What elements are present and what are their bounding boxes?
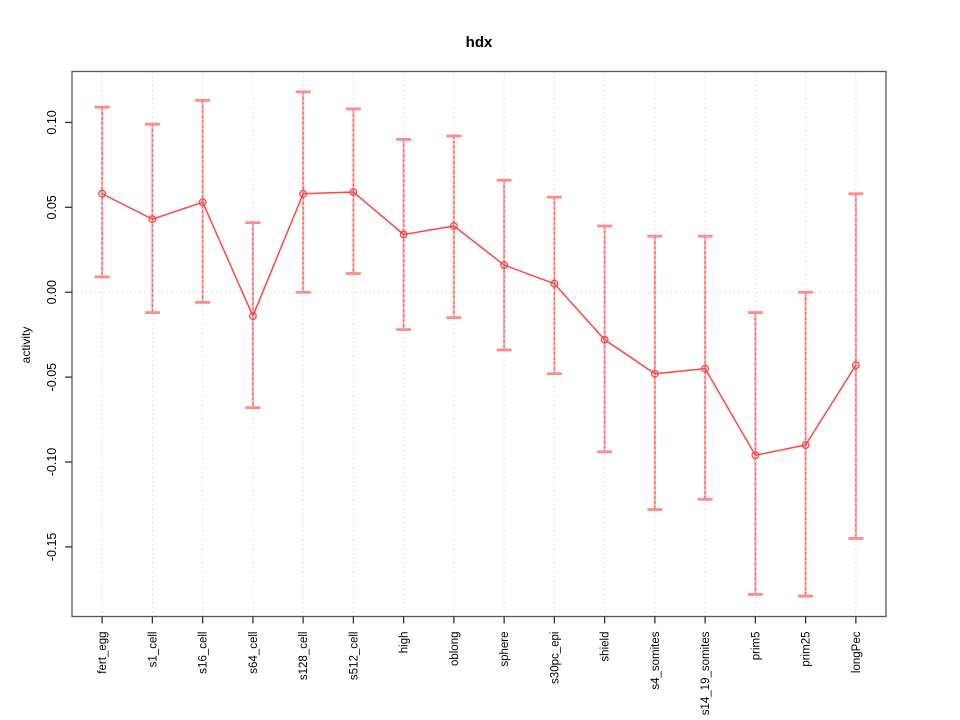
data-point bbox=[751, 451, 760, 460]
data-point bbox=[399, 230, 408, 239]
x-tick-label: s30pc_epi bbox=[549, 632, 561, 684]
data-point bbox=[801, 441, 810, 449]
data-point bbox=[299, 189, 308, 198]
x-tick-label: prim25 bbox=[801, 632, 813, 667]
x-tick-label: s128_cell bbox=[298, 632, 310, 681]
x-tick-label: s1_cell bbox=[147, 632, 159, 668]
data-point bbox=[500, 261, 509, 270]
x-tick-label: prim5 bbox=[750, 632, 762, 661]
chart-title: hdx bbox=[465, 34, 493, 51]
y-tick-label: -0.15 bbox=[45, 533, 59, 562]
x-tick-label: sphere bbox=[499, 632, 511, 667]
x-tick-label: fert_egg bbox=[97, 632, 109, 674]
y-tick-label: 0.00 bbox=[45, 280, 59, 304]
x-tick-label: s4_somites bbox=[650, 631, 662, 689]
x-tick-label: oblong bbox=[449, 632, 461, 667]
x-tick-label: longPec bbox=[851, 631, 863, 673]
y-tick-label: -0.10 bbox=[45, 448, 59, 477]
y-axis-label: activity bbox=[19, 326, 33, 364]
x-tick-label: shield bbox=[600, 632, 612, 662]
series-line bbox=[101, 191, 857, 456]
data-point bbox=[198, 198, 207, 207]
y-tick-label: -0.05 bbox=[45, 363, 59, 392]
plot-border bbox=[71, 70, 887, 618]
data-point bbox=[98, 189, 107, 198]
data-point bbox=[650, 369, 659, 378]
x-tick-label: s16_cell bbox=[198, 632, 210, 674]
data-point bbox=[550, 279, 559, 288]
data-point bbox=[449, 222, 458, 230]
data-point bbox=[349, 188, 358, 196]
x-tick-label: high bbox=[399, 632, 411, 654]
x-tick-label: s14_19_somites bbox=[700, 631, 712, 715]
data-point bbox=[701, 364, 710, 373]
data-point bbox=[851, 361, 860, 370]
x-tick-label: s64_cell bbox=[248, 632, 260, 674]
data-point bbox=[148, 215, 157, 224]
y-tick-label: 0.10 bbox=[45, 110, 59, 134]
data-point bbox=[600, 335, 609, 344]
y-tick-label: 0.05 bbox=[45, 195, 59, 219]
x-tick-label: s512_cell bbox=[348, 632, 360, 681]
data-point bbox=[248, 312, 257, 320]
